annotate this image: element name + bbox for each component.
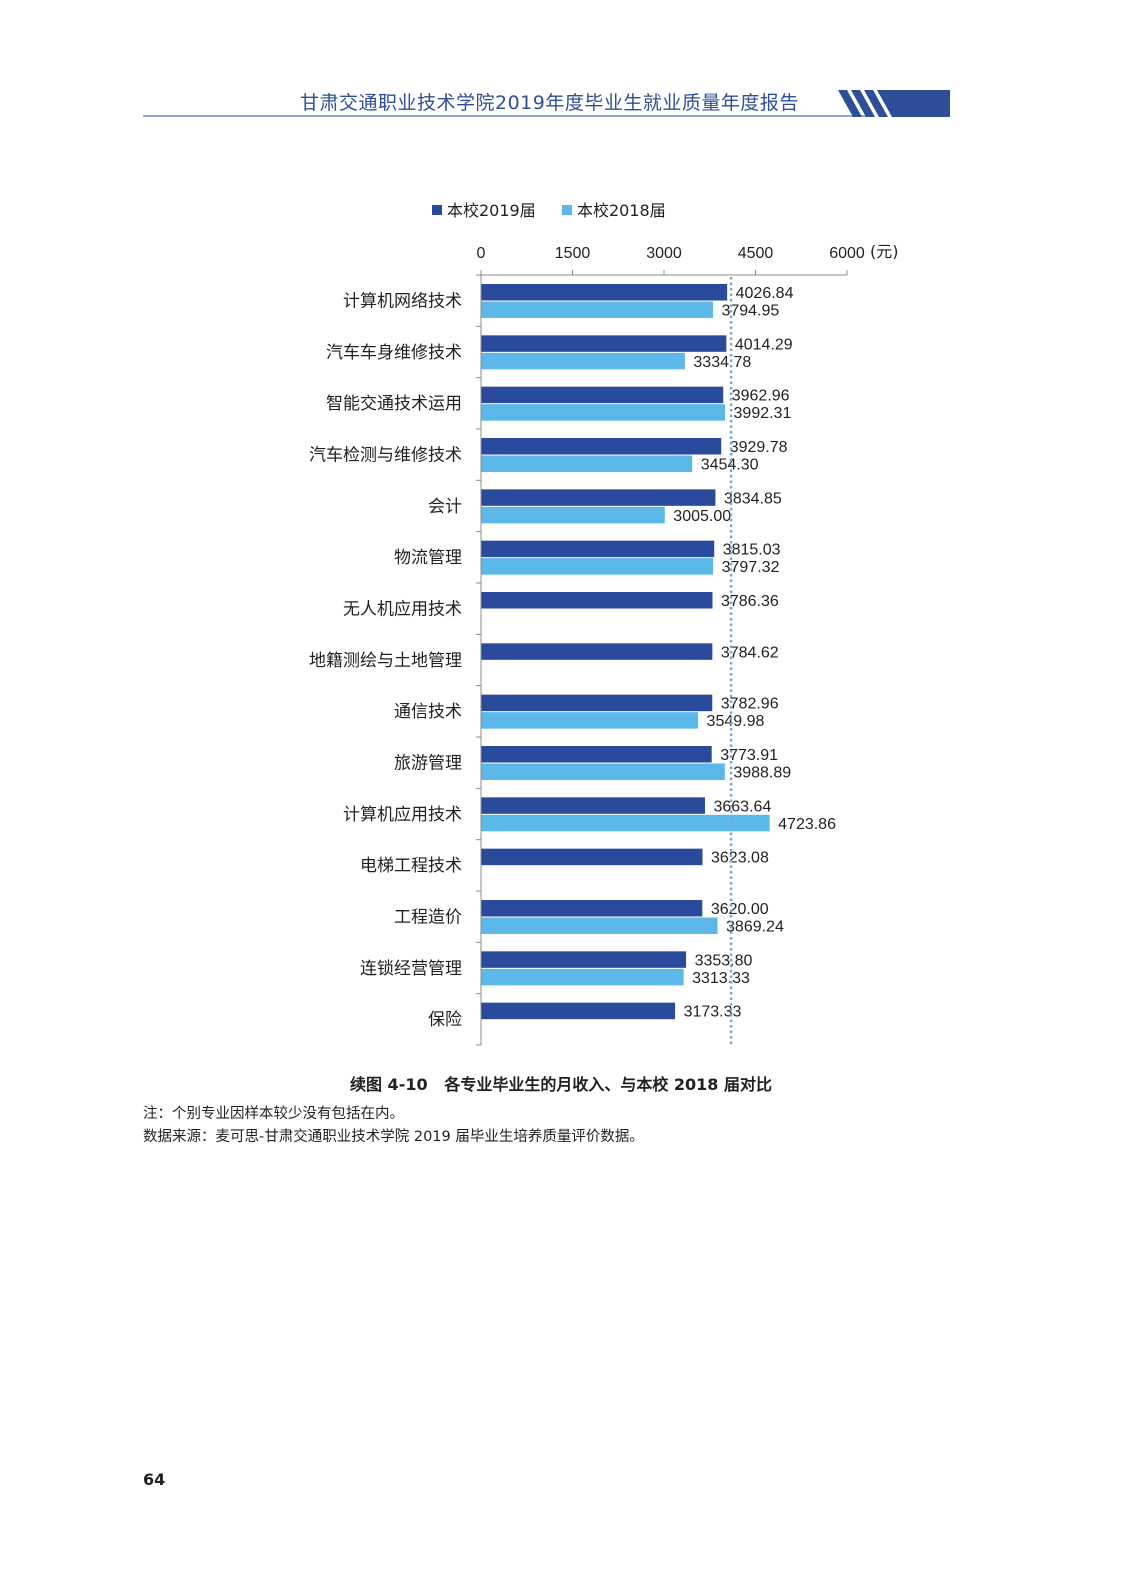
bar-2019: [481, 335, 727, 352]
x-axis-unit: (元): [870, 242, 899, 261]
data-label-2018: 3005.00: [673, 508, 731, 525]
data-label-2019: 3962.96: [732, 388, 790, 405]
data-label-2018: 3992.31: [734, 405, 792, 422]
bar-2018: [481, 712, 699, 729]
data-label-2019: 3773.91: [720, 747, 778, 764]
figure-caption-text: 各专业毕业生的月收入、与本校 2018 届对比: [444, 1075, 773, 1094]
bar-2018: [481, 506, 665, 524]
data-label-2018: 3988.89: [733, 765, 791, 782]
bar-2019: [481, 951, 687, 968]
legend-label-2018: 本校2018届: [577, 201, 666, 220]
category-label: 地籍测绘与土地管理: [309, 651, 462, 671]
figure-caption: 续图 4-10 各专业毕业生的月收入、与本校 2018 届对比: [0, 1071, 1122, 1095]
bar-2018: [481, 301, 713, 318]
data-label-2019: 3786.36: [721, 593, 779, 610]
legend-swatch-2019: [432, 205, 442, 215]
data-label-2018: 3313.33: [692, 970, 750, 987]
category-label: 旅游管理: [394, 754, 462, 774]
x-tick-label: 3000: [646, 245, 682, 262]
data-label-2019: 3815.03: [723, 542, 781, 559]
bar-2018: [481, 968, 684, 986]
x-tick-label: 4500: [738, 245, 774, 262]
data-label-2019: 3782.96: [721, 696, 779, 713]
bar-2019: [481, 438, 722, 455]
category-label: 无人机应用技术: [343, 600, 462, 620]
data-label-2018: 3334.78: [693, 354, 751, 371]
bar-2019: [481, 540, 715, 558]
category-label: 工程造价: [394, 908, 462, 928]
category-label: 计算机网络技术: [343, 292, 462, 312]
bar-2019: [481, 900, 703, 917]
data-label-2019: 3623.08: [711, 850, 769, 867]
data-label-2019: 4014.29: [735, 336, 793, 353]
bar-2019: [481, 797, 705, 814]
category-label: 保险: [428, 1010, 462, 1030]
data-label-2019: 3620.00: [711, 901, 769, 918]
category-label: 汽车检测与维修技术: [309, 446, 462, 466]
bar-2018: [481, 917, 718, 934]
bar-2018: [481, 814, 770, 832]
data-label-2019: 3784.62: [721, 644, 779, 661]
bar-2018: [481, 558, 714, 575]
category-label: 会计: [428, 497, 462, 517]
note-sample: 注：个别专业因样本较少没有包括在内。: [143, 1106, 404, 1122]
income-comparison-chart: 本校2019届 本校2018届 0 1500 3000 4500 6000 (元) 计算机网络技…: [309, 201, 899, 1046]
note-data-source: 数据来源：麦可思-甘肃交通职业技术学院 2019 届毕业生培养质量评价数据。: [143, 1129, 644, 1145]
bar-2018: [481, 352, 685, 370]
bar-2019: [481, 489, 716, 506]
bar-2019: [481, 848, 703, 866]
category-label: 电梯工程技术: [360, 856, 462, 876]
bar-2019: [481, 694, 713, 712]
header-stripes-decoration: [838, 90, 950, 117]
data-label-2019: 3834.85: [724, 490, 782, 507]
bar-2019: [481, 386, 724, 404]
data-label-2018: 3549.98: [707, 713, 765, 730]
x-tick-label: 6000: [829, 245, 865, 262]
header-rule: [143, 115, 868, 117]
category-label: 智能交通技术运用: [326, 394, 462, 414]
legend-label-2019: 本校2019届: [447, 201, 536, 220]
x-tick-label: 1500: [555, 245, 591, 262]
data-label-2019: 3929.78: [730, 439, 788, 456]
bar-2019: [481, 1002, 676, 1020]
category-label: 计算机应用技术: [343, 805, 462, 825]
figure-caption-number: 续图 4-10: [349, 1075, 428, 1094]
bar-2018: [481, 455, 693, 472]
bar-2019: [481, 746, 712, 763]
bar-2019: [481, 643, 713, 660]
data-label-2018: 4723.86: [778, 816, 836, 833]
data-label-2019: 3173.33: [684, 1004, 742, 1021]
bar-2019: [481, 284, 728, 301]
data-label-2018: 3869.24: [726, 919, 784, 936]
page-number: 64: [143, 1470, 166, 1489]
x-tick-label: 0: [477, 245, 486, 262]
category-label: 汽车车身维修技术: [326, 343, 462, 363]
data-label-2019: 4026.84: [736, 285, 794, 302]
data-label-2018: 3797.32: [722, 559, 780, 576]
category-label: 通信技术: [394, 702, 462, 722]
legend-swatch-2018: [562, 205, 572, 215]
data-label-2019: 3353.80: [695, 952, 753, 969]
bar-2018: [481, 763, 725, 780]
data-label-2018: 3454.30: [701, 457, 759, 474]
category-label: 物流管理: [394, 548, 462, 568]
bar-2018: [481, 404, 726, 421]
data-label-2019: 3663.64: [713, 798, 771, 815]
data-label-2018: 3794.95: [721, 303, 779, 320]
bar-2019: [481, 592, 713, 609]
header-title: 甘肃交通职业技术学院2019年度毕业生就业质量年度报告: [300, 92, 799, 114]
category-label: 连锁经营管理: [360, 959, 462, 979]
